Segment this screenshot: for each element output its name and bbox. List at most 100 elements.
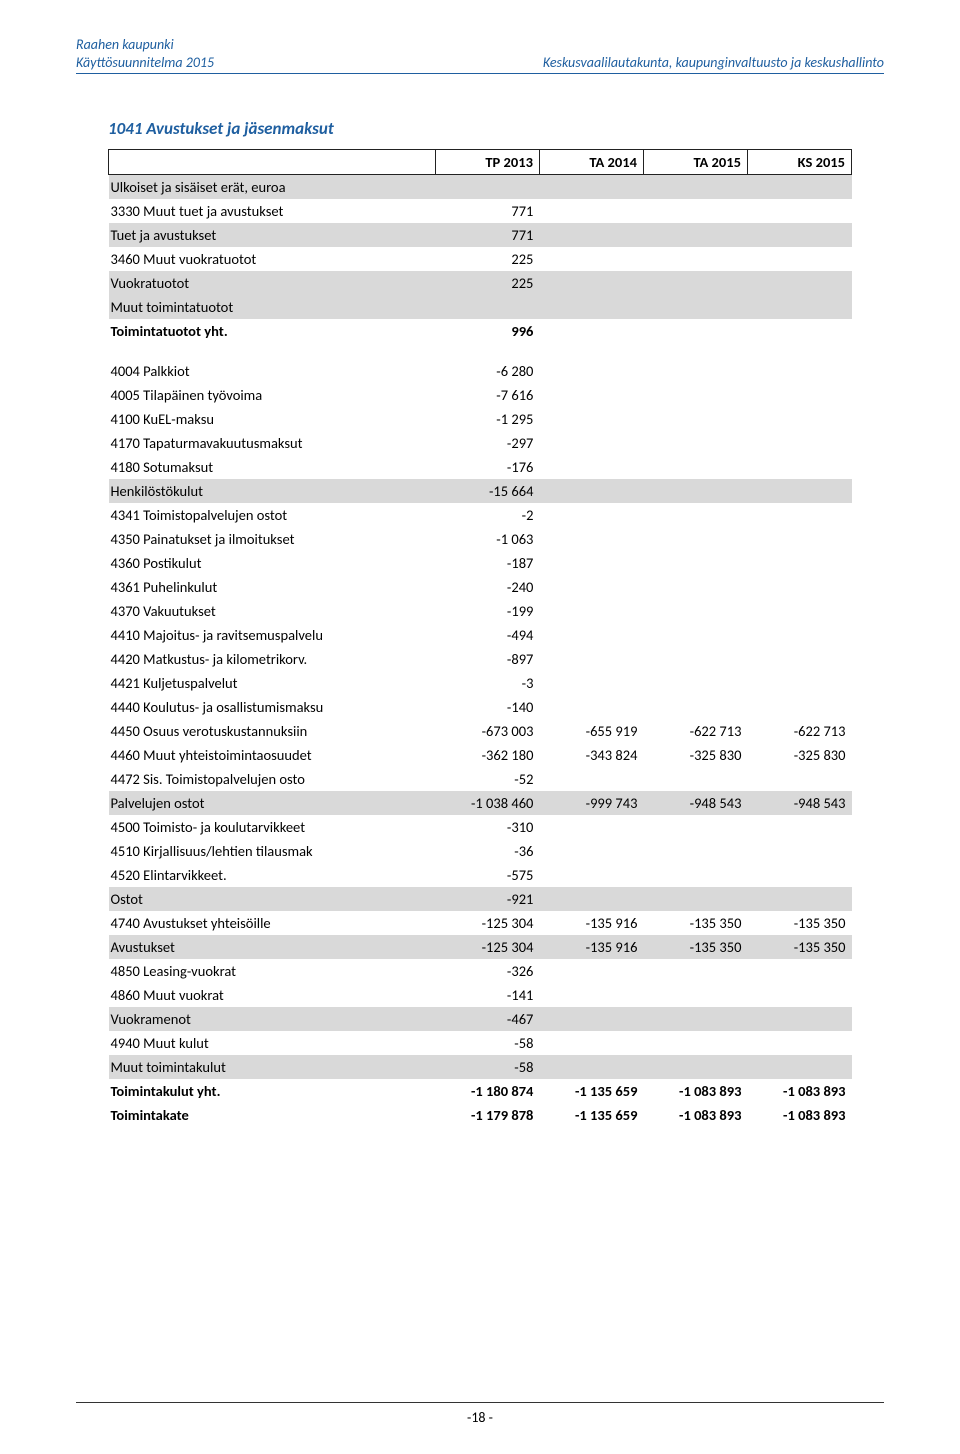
cell-value: [539, 983, 643, 1007]
cell-value: [539, 383, 643, 407]
cell-value: [539, 1031, 643, 1055]
row-label: 4005 Tilapäinen työvoima: [109, 383, 436, 407]
doc-name: Käyttösuunnitelma 2015: [76, 54, 214, 72]
cell-value: [747, 767, 851, 791]
table-row: 4460 Muut yhteistoimintaosuudet-362 180-…: [109, 743, 852, 767]
table-row: 4370 Vakuutukset-199: [109, 599, 852, 623]
section-title: 1041 Avustukset ja jäsenmaksut: [108, 118, 852, 139]
cell-value: -999 743: [539, 791, 643, 815]
row-label: 4100 KuEL-maksu: [109, 407, 436, 431]
cell-value: -1 135 659: [539, 1079, 643, 1103]
row-label: 4460 Muut yhteistoimintaosuudet: [109, 743, 436, 767]
table-row: 4860 Muut vuokrat-141: [109, 983, 852, 1007]
table-row: Vuokramenot-467: [109, 1007, 852, 1031]
row-label: 4341 Toimistopalvelujen ostot: [109, 503, 436, 527]
cell-value: [539, 695, 643, 719]
cell-value: [643, 959, 747, 983]
cell-value: -58: [435, 1055, 539, 1079]
table-row: 4500 Toimisto- ja koulutarvikkeet-310: [109, 815, 852, 839]
cell-value: [747, 383, 851, 407]
row-label: 4360 Postikulut: [109, 551, 436, 575]
table-row: 4440 Koulutus- ja osallistumismaksu-140: [109, 695, 852, 719]
cell-value: [643, 503, 747, 527]
row-label: 4520 Elintarvikkeet.: [109, 863, 436, 887]
row-label: 4440 Koulutus- ja osallistumismaksu: [109, 695, 436, 719]
cell-value: [539, 359, 643, 383]
cell-value: [747, 647, 851, 671]
cell-value: [747, 671, 851, 695]
cell-value: [747, 407, 851, 431]
cell-value: -125 304: [435, 935, 539, 959]
cell-value: -325 830: [747, 743, 851, 767]
table-row: 4510 Kirjallisuus/lehtien tilausmak-36: [109, 839, 852, 863]
spacer: [109, 343, 852, 359]
cell-value: [539, 959, 643, 983]
cell-value: [643, 527, 747, 551]
table-row: Vuokratuotot225: [109, 271, 852, 295]
row-label: 4940 Muut kulut: [109, 1031, 436, 1055]
cell-value: [643, 455, 747, 479]
cell-value: -1 038 460: [435, 791, 539, 815]
cell-value: 771: [435, 223, 539, 247]
cell-value: -948 543: [643, 791, 747, 815]
cell-value: -176: [435, 455, 539, 479]
cell-value: [643, 1055, 747, 1079]
cell-value: [643, 671, 747, 695]
table-row: Muut toimintatuotot: [109, 295, 852, 319]
cell-value: -135 350: [643, 911, 747, 935]
table-row: Avustukset-125 304-135 916-135 350-135 3…: [109, 935, 852, 959]
cell-value: -622 713: [747, 719, 851, 743]
cell-value: [539, 295, 643, 319]
cell-value: [747, 623, 851, 647]
cell-value: [643, 839, 747, 863]
row-label: 4510 Kirjallisuus/lehtien tilausmak: [109, 839, 436, 863]
cell-value: [747, 887, 851, 911]
table-row: Henkilöstökulut-15 664: [109, 479, 852, 503]
row-label: Ostot: [109, 887, 436, 911]
cell-value: -1 063: [435, 527, 539, 551]
cell-value: -52: [435, 767, 539, 791]
table-row: 4170 Tapaturmavakuutusmaksut-297: [109, 431, 852, 455]
cell-value: -921: [435, 887, 539, 911]
cell-value: [539, 551, 643, 575]
table-row: Ostot-921: [109, 887, 852, 911]
cell-value: [539, 199, 643, 223]
row-label: Vuokramenot: [109, 1007, 436, 1031]
table-row: 4361 Puhelinkulut-240: [109, 575, 852, 599]
cell-value: [747, 271, 851, 295]
row-label: 4450 Osuus verotuskustannuksiin: [109, 719, 436, 743]
cell-value: -655 919: [539, 719, 643, 743]
cell-value: -240: [435, 575, 539, 599]
cell-value: [747, 223, 851, 247]
cell-value: [539, 431, 643, 455]
col-header-label: [109, 150, 436, 175]
cell-value: [539, 887, 643, 911]
cell-value: [539, 815, 643, 839]
cell-value: -622 713: [643, 719, 747, 743]
cell-value: [643, 767, 747, 791]
table-row: 4940 Muut kulut-58: [109, 1031, 852, 1055]
cell-value: -310: [435, 815, 539, 839]
cell-value: [747, 575, 851, 599]
cell-value: -673 003: [435, 719, 539, 743]
cell-value: -1 083 893: [643, 1103, 747, 1127]
table-row: 4850 Leasing-vuokrat-326: [109, 959, 852, 983]
cell-value: [539, 671, 643, 695]
cell-value: [747, 503, 851, 527]
cell-value: [747, 695, 851, 719]
cell-value: -948 543: [747, 791, 851, 815]
table-row: 4350 Painatukset ja ilmoitukset-1 063: [109, 527, 852, 551]
cell-value: [539, 1007, 643, 1031]
row-label: 4410 Majoitus- ja ravitsemuspalvelu: [109, 623, 436, 647]
table-row: [109, 343, 852, 359]
page: Raahen kaupunki Käyttösuunnitelma 2015 K…: [0, 0, 960, 1147]
cell-value: [643, 223, 747, 247]
cell-value: [747, 983, 851, 1007]
row-label: Vuokratuotot: [109, 271, 436, 295]
table-row: 3460 Muut vuokratuotot225: [109, 247, 852, 271]
cell-value: [747, 175, 851, 200]
col-header-ta2015: TA 2015: [643, 150, 747, 175]
row-label: Toimintakate: [109, 1103, 436, 1127]
row-label: 3330 Muut tuet ja avustukset: [109, 199, 436, 223]
cell-value: [643, 247, 747, 271]
